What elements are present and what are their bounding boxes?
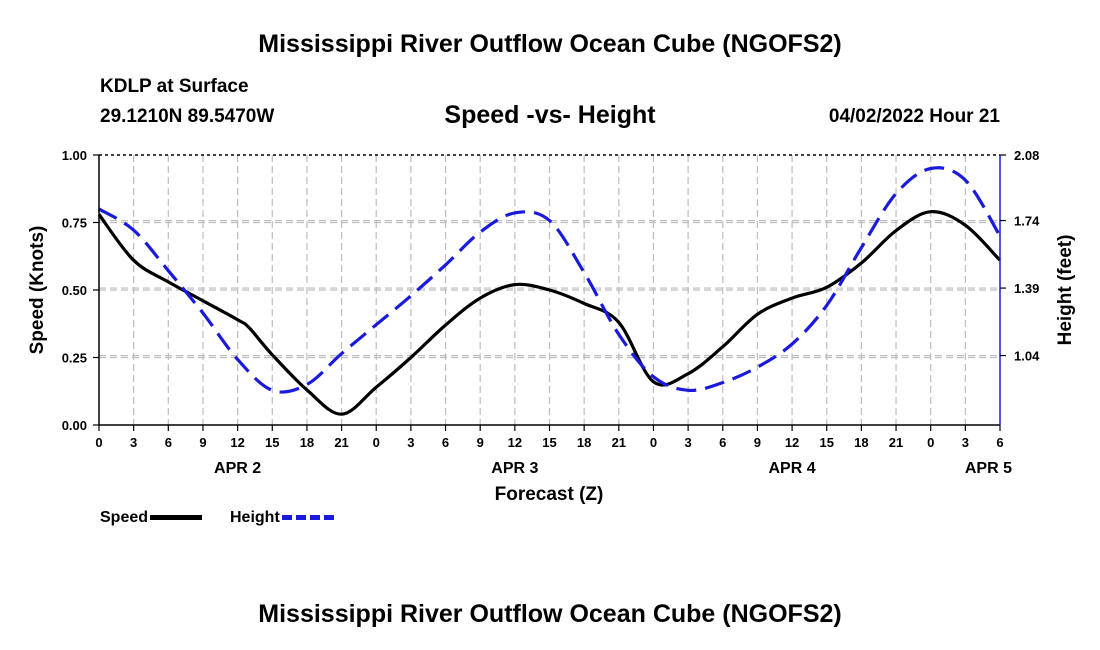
x-tick-label: 18 <box>854 435 868 450</box>
axis-labels: 0 3 6 9 12 15 18 21 0 3 6 9 12 15 18 21 0 3 6 9 12 15 18 21 0 3 6 0… <box>62 148 1040 477</box>
footer-title: Mississippi River Outflow Ocean Cube (NG… <box>258 600 842 628</box>
x-tick-label: 21 <box>334 435 348 450</box>
x-tick-label: 18 <box>300 435 314 450</box>
axes <box>93 154 1006 431</box>
x-tick-label: 0 <box>927 435 934 450</box>
x-tick-label: 12 <box>508 435 522 450</box>
x-tick-label: 0 <box>373 435 380 450</box>
y2-tick-label: 1.74 <box>1014 214 1040 229</box>
y2-tick-label: 1.39 <box>1014 281 1039 296</box>
series-lines <box>97 166 1002 416</box>
x-tick-label: 12 <box>230 435 244 450</box>
x-tick-label: 15 <box>542 435 556 450</box>
legend-height: Height <box>230 509 334 527</box>
date-label: APR 5 <box>965 460 1012 477</box>
x-tick-label: 9 <box>199 435 206 450</box>
station-label: KDLP at Surface <box>100 76 249 97</box>
x-tick-label: 12 <box>785 435 799 450</box>
x-tick-label: 0 <box>650 435 657 450</box>
y2-tick-label: 1.04 <box>1014 349 1040 364</box>
legend-speed-swatch <box>150 515 203 521</box>
y2-tick-label: 2.08 <box>1014 148 1039 163</box>
x-axis-title: Forecast (Z) <box>495 484 604 505</box>
date-label: APR 3 <box>491 460 538 477</box>
y-tick-label: 0.00 <box>62 418 87 433</box>
x-tick-label: 21 <box>889 435 903 450</box>
legend-speed: Speed <box>100 509 203 527</box>
x-tick-label: 6 <box>719 435 726 450</box>
grid-lines <box>99 155 1000 425</box>
y-tick-label: 0.25 <box>62 351 87 366</box>
legend-height-label: Height <box>230 509 280 526</box>
x-tick-label: 15 <box>265 435 279 450</box>
y2-axis-title: Height (feet) <box>1055 235 1076 346</box>
date-label: APR 4 <box>769 460 816 477</box>
height-series-line <box>98 166 1002 394</box>
x-tick-label: 6 <box>165 435 172 450</box>
x-tick-label: 9 <box>477 435 484 450</box>
x-tick-label: 21 <box>612 435 626 450</box>
x-tick-label: 15 <box>819 435 833 450</box>
x-tick-label: 3 <box>130 435 137 450</box>
x-tick-label: 3 <box>962 435 969 450</box>
legend-height-swatch <box>281 515 334 521</box>
forecast-datetime: 04/02/2022 Hour 21 <box>828 106 1000 127</box>
date-label: APR 2 <box>214 460 261 477</box>
chart-subtitle: Speed -vs- Height <box>444 101 656 129</box>
x-tick-label: 6 <box>442 435 449 450</box>
x-tick-label: 3 <box>684 435 691 450</box>
y-tick-label: 0.50 <box>62 283 87 298</box>
x-tick-label: 3 <box>407 435 414 450</box>
y-axis-title: Speed (Knots) <box>27 226 48 355</box>
x-tick-label: 6 <box>996 435 1003 450</box>
chart-title: Mississippi River Outflow Ocean Cube (NG… <box>258 30 842 58</box>
y-tick-label: 0.75 <box>62 216 87 231</box>
coordinates-label: 29.1210N 89.5470W <box>100 106 275 127</box>
x-tick-label: 18 <box>577 435 591 450</box>
x-tick-label: 9 <box>754 435 761 450</box>
x-tick-label: 0 <box>95 435 102 450</box>
y-tick-label: 1.00 <box>62 148 87 163</box>
legend-speed-label: Speed <box>100 509 149 526</box>
